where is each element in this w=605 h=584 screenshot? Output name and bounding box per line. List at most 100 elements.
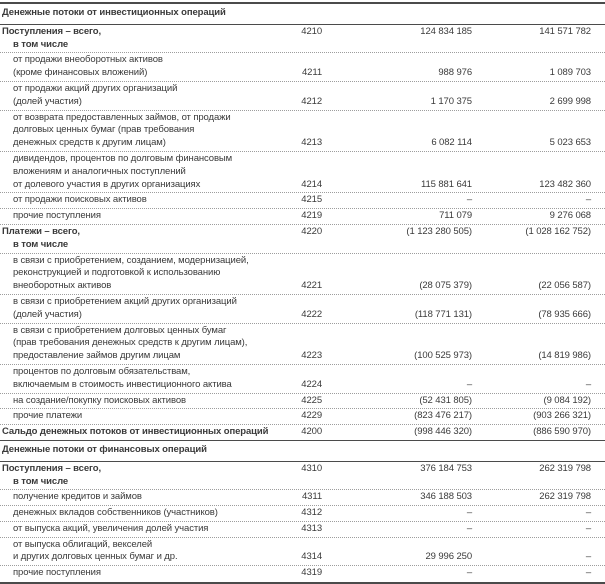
row-label-line: предоставление займов другим лицам: [13, 350, 181, 362]
row-label-line: долговых ценных бумаг (прав требования: [13, 124, 195, 136]
row-label-line: получение кредитов и займов: [13, 491, 142, 503]
table-row-4312: денежных вкладов собственников (участник…: [0, 506, 605, 522]
row-code: 4225: [301, 394, 322, 406]
row-label-line: (долей участия): [13, 308, 82, 320]
table-row-4225: на создание/покупку поисковых активов 422…: [0, 394, 605, 410]
row-label-line: от продажи акций других организаций: [13, 82, 178, 94]
row-label-line: от возврата предоставленных займов, от п…: [13, 111, 231, 123]
row-code: 4222: [301, 308, 322, 320]
row-label: Поступления – всего, в том числе: [0, 26, 296, 52]
table-row-4200: Сальдо денежных потоков от инвестиционны…: [0, 425, 605, 441]
row-label-line: денежных средств к другим лицам): [13, 137, 166, 149]
row-label-line: в связи с приобретением, созданием, моде…: [13, 254, 249, 266]
row-code: 4313: [301, 522, 322, 534]
row-value-col1: 711 079: [439, 210, 472, 222]
row-label: от выпуска акций, увеличения долей участ…: [0, 523, 296, 536]
row-value-col2: –: [585, 378, 591, 390]
row-code: 4223: [301, 350, 322, 362]
row-label-line: дивидендов, процентов по долговым финанс…: [13, 152, 233, 164]
row-label-line: в связи с приобретением долговых ценных …: [13, 324, 227, 336]
row-value-col2: 2 699 998: [549, 95, 591, 107]
row-label-line: включаемым в стоимость инвестиционного а…: [13, 378, 232, 390]
row-code: 4312: [301, 507, 322, 519]
row-value-col1: 346 188 503: [420, 491, 472, 503]
row-value-col1: (998 446 320): [414, 426, 472, 438]
table-row-4314: от выпуска облигаций, векселей и других д…: [0, 538, 605, 567]
row-sublabel: в том числе: [13, 475, 69, 487]
table-row-4311: получение кредитов и займов 4311 346 188 5…: [0, 490, 605, 507]
row-value-col2: (78 935 666): [538, 308, 591, 320]
row-label: прочие поступления: [0, 210, 296, 223]
row-value-col1: 29 996 250: [425, 551, 472, 563]
row-value-col2: 9 276 068: [549, 210, 591, 222]
row-label-line: Платежи – всего,: [2, 225, 80, 237]
table-row-4211: от продажи внеоборотных активов (кроме фи…: [0, 53, 605, 82]
row-value-col2: –: [585, 522, 591, 534]
row-label: в связи с приобретением акций других орг…: [0, 296, 296, 322]
row-code: 4212: [301, 95, 322, 107]
row-label: прочие поступления: [0, 567, 296, 580]
row-label-line: от продажи внеоборотных активов: [13, 54, 163, 66]
row-label: дивидендов, процентов по долговым финанс…: [0, 153, 296, 191]
row-value-col1: 1 170 375: [430, 95, 472, 107]
row-code: 4210: [301, 25, 322, 37]
row-code: 4314: [301, 551, 322, 563]
row-value-col2: (886 590 970): [533, 426, 591, 438]
row-label-line: (прав требования денежных средств к друг…: [13, 337, 248, 349]
table-row-4215: от продажи поисковых активов 4215 – –: [0, 193, 605, 210]
row-code: 4219: [301, 210, 322, 222]
row-code: 4213: [301, 137, 322, 149]
row-value-col1: 124 834 185: [420, 25, 472, 37]
row-value-col1: (118 771 131): [414, 308, 472, 320]
row-code: 4224: [301, 378, 322, 390]
row-value-col2: (1 028 162 752): [525, 225, 591, 237]
row-value-col1: (823 476 217): [414, 410, 472, 422]
row-label: от продажи поисковых активов: [0, 194, 296, 207]
row-code: 4319: [301, 567, 322, 579]
row-value-col2: (9 084 192): [543, 394, 592, 406]
table-row-4214: дивидендов, процентов по долговым финанс…: [0, 152, 605, 194]
row-sublabel: в том числе: [13, 238, 69, 250]
table-row-4213: от возврата предоставленных займов, от п…: [0, 111, 605, 152]
table-row-4313: от выпуска акций, увеличения долей участ…: [0, 522, 605, 538]
row-label: на создание/покупку поисковых активов: [0, 395, 296, 408]
row-label: Сальдо денежных потоков от инвестиционны…: [0, 426, 296, 439]
row-value-col1: –: [466, 194, 472, 206]
table-row-4319: прочие поступления 4319 – –: [0, 566, 605, 584]
row-label-line: вложениям и аналогичных поступлений: [13, 165, 186, 177]
row-value-col1: 988 976: [438, 67, 472, 79]
row-label-line: на создание/покупку поисковых активов: [13, 394, 186, 406]
row-value-col2: (14 819 986): [538, 350, 591, 362]
row-label: денежных вкладов собственников (участник…: [0, 507, 296, 520]
row-label-line: Поступления – всего,: [2, 25, 102, 37]
row-label-line: (долей участия): [13, 95, 82, 107]
table-row-4219: прочие поступления 4219 711 079 9 276 068: [0, 209, 605, 225]
row-value-col1: –: [466, 378, 472, 390]
row-label-line: в связи с приобретением акций других орг…: [13, 295, 237, 307]
row-code: 4220: [301, 225, 322, 237]
table-row-4220: Платежи – всего, в том числе 4220 (1 123 28…: [0, 225, 605, 254]
row-label-line: от продажи поисковых активов: [13, 194, 147, 206]
row-label-line: денежных вкладов собственников (участник…: [13, 507, 218, 519]
row-sublabel: в том числе: [13, 38, 69, 50]
row-value-col1: 376 184 753: [420, 462, 472, 474]
row-label-line: прочие поступления: [13, 210, 101, 222]
row-label-line: от выпуска облигаций, векселей: [13, 538, 153, 550]
row-label-line: от выпуска акций, увеличения долей участ…: [13, 522, 209, 534]
row-value-col2: 262 319 798: [539, 491, 591, 503]
row-value-col2: 141 571 782: [539, 25, 591, 37]
table-row-4224: процентов по долговым обязательствам, вкл…: [0, 365, 605, 394]
row-value-col2: –: [585, 194, 591, 206]
row-label-line: прочие поступления: [13, 567, 101, 579]
table-row-4229: прочие платежи 4229 (823 476 217) (903 266 …: [0, 409, 605, 426]
row-value-col2: 123 482 360: [539, 178, 591, 190]
row-label: в связи с приобретением, созданием, моде…: [0, 255, 296, 293]
row-label-line: реконструкцией и подготовкой к использов…: [13, 267, 221, 279]
row-value-col1: (1 123 280 505): [406, 225, 472, 237]
row-value-col2: 262 319 798: [539, 462, 591, 474]
row-label: от продажи внеоборотных активов (кроме фи…: [0, 54, 296, 80]
row-value-col1: (100 525 973): [414, 350, 472, 362]
row-label-line: процентов по долговым обязательствам,: [13, 365, 191, 377]
